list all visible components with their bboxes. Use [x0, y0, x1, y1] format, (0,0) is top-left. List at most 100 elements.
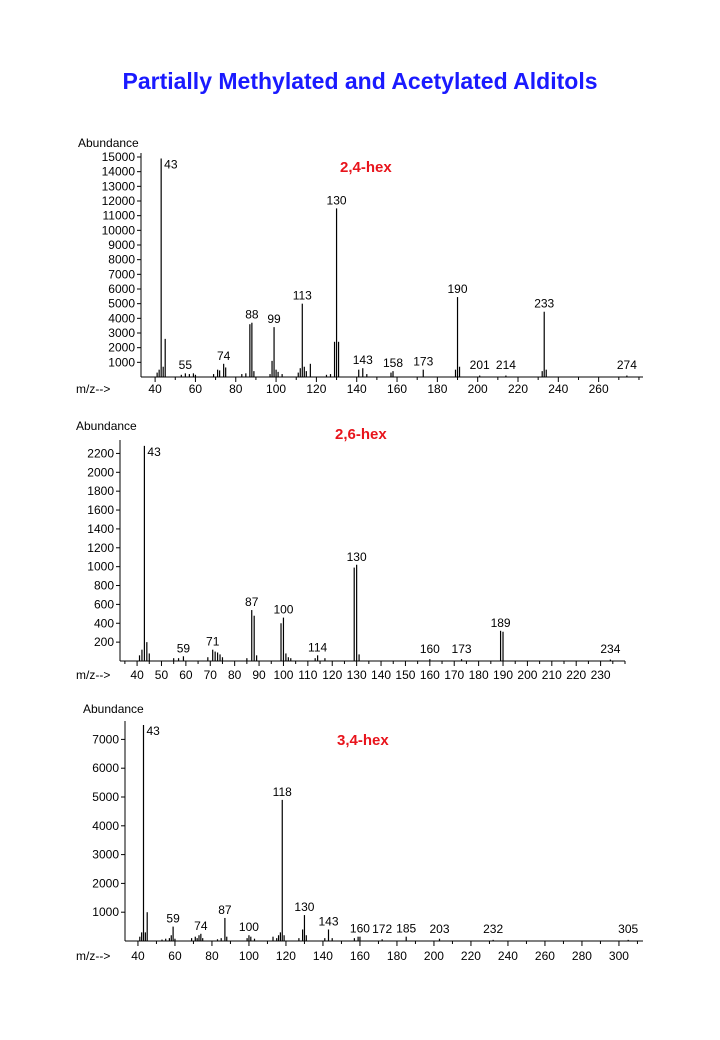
peak-label: 143: [318, 914, 338, 928]
y-tick-label: 12000: [102, 194, 136, 208]
peak-label: 185: [396, 922, 416, 936]
x-tick-label: 200: [517, 668, 537, 682]
y-tick-label: 1000: [87, 560, 114, 574]
peak-label: 59: [166, 912, 180, 926]
peak-label: 114: [308, 640, 327, 654]
spectrum-chart-2-6-hex: Abundance 2,6-hex 200 400 600 800 1000 1200 1400…: [76, 419, 626, 682]
chart-label: 3,4-hex: [337, 732, 389, 749]
peak-label: 173: [413, 355, 433, 369]
peak-label: 214: [496, 358, 516, 372]
peak-label: 71: [206, 635, 220, 649]
peak-label: 88: [245, 308, 259, 322]
y-tick-label: 15000: [102, 150, 136, 164]
peak-label: 74: [194, 919, 208, 933]
x-tick-label: 260: [535, 949, 555, 963]
x-tick-label: 130: [347, 668, 367, 682]
chart-label: 2,4-hex: [340, 159, 392, 176]
y-tick-label: 3000: [92, 848, 119, 862]
x-tick-label: 220: [508, 382, 528, 396]
x-tick-label: 140: [313, 949, 333, 963]
y-axis-label: Abundance: [83, 702, 144, 716]
y-tick-label: 3000: [108, 326, 135, 340]
x-tick-label: 280: [572, 949, 592, 963]
y-tick-label: 5000: [108, 297, 135, 311]
x-tick-label: 190: [493, 668, 513, 682]
y-tick-label: 1400: [87, 522, 114, 536]
peak-label: 233: [534, 297, 554, 311]
x-tick-label: 120: [276, 949, 296, 963]
peak-label: 143: [353, 353, 373, 367]
x-tick-label: 60: [189, 382, 203, 396]
x-tick-label: 140: [347, 382, 367, 396]
peak-label: 59: [177, 641, 191, 655]
y-axis-label: Abundance: [78, 136, 139, 150]
peak-label: 190: [448, 282, 468, 296]
x-tick-label: 300: [609, 949, 629, 963]
peak-label: 118: [273, 785, 292, 799]
y-tick-label: 800: [94, 579, 114, 593]
x-tick-label: 180: [387, 949, 407, 963]
x-tick-label: 100: [273, 668, 293, 682]
y-axis-label: Abundance: [76, 419, 137, 433]
peak-label: 234: [600, 642, 620, 656]
x-tick-label: 40: [148, 382, 162, 396]
x-tick-label: 220: [566, 668, 586, 682]
y-tick-label: 10000: [102, 223, 136, 237]
peak-label: 203: [429, 922, 449, 936]
x-tick-label: 140: [371, 668, 391, 682]
peak-label: 158: [383, 356, 403, 370]
x-tick-label: 210: [542, 668, 562, 682]
y-tick-label: 4000: [108, 311, 135, 325]
y-tick-label: 400: [94, 616, 114, 630]
peak-label: 74: [217, 349, 231, 363]
y-tick-label: 5000: [92, 790, 119, 804]
peak-label: 232: [483, 922, 503, 936]
x-tick-label: 80: [205, 949, 219, 963]
x-tick-label: 240: [498, 949, 518, 963]
x-tick-label: 70: [204, 668, 218, 682]
x-tick-label: 260: [589, 382, 609, 396]
y-tick-label: 1200: [87, 541, 114, 555]
x-tick-label: 180: [427, 382, 447, 396]
y-tick-label: 200: [94, 635, 114, 649]
peak-label: 100: [239, 920, 259, 934]
x-tick-label: 40: [131, 949, 145, 963]
peak-label: 99: [267, 312, 281, 326]
peak-label: 43: [164, 157, 178, 171]
chart-label: 2,6-hex: [335, 426, 387, 443]
x-tick-label: 60: [168, 949, 182, 963]
x-tick-label: 200: [424, 949, 444, 963]
peak-label: 113: [293, 289, 312, 303]
y-tick-label: 1000: [108, 355, 135, 369]
x-tick-label: 220: [461, 949, 481, 963]
y-tick-label: 2000: [92, 876, 119, 890]
spectrum-chart-3-4-hex: Abundance 3,4-hex 1000 2000 3000 4000 5000 6000…: [76, 702, 643, 963]
x-tick-label: 160: [387, 382, 407, 396]
peak-label: 100: [273, 603, 293, 617]
peak-label: 87: [218, 903, 232, 917]
peak-label: 130: [327, 193, 347, 207]
y-tick-label: 8000: [108, 253, 135, 267]
x-tick-label: 120: [306, 382, 326, 396]
x-tick-label: 100: [239, 949, 259, 963]
page-title: Partially Methylated and Acetylated Aldi…: [122, 68, 598, 94]
x-tick-label: 60: [179, 668, 193, 682]
y-tick-label: 13000: [102, 179, 136, 193]
y-tick-label: 6000: [92, 761, 119, 775]
peak-label: 130: [347, 550, 367, 564]
x-tick-label: 200: [468, 382, 488, 396]
y-tick-label: 1600: [87, 503, 114, 517]
x-tick-label: 100: [266, 382, 286, 396]
peak-label: 201: [470, 358, 490, 372]
y-tick-label: 7000: [108, 267, 135, 281]
y-tick-label: 7000: [92, 732, 119, 746]
x-axis-label: m/z-->: [76, 668, 110, 682]
peak-label: 189: [491, 616, 511, 630]
peak-label: 274: [617, 358, 637, 372]
y-tick-label: 9000: [108, 238, 135, 252]
x-tick-label: 170: [444, 668, 464, 682]
y-tick-label: 2200: [87, 446, 114, 460]
x-tick-label: 40: [130, 668, 144, 682]
y-tick-label: 1800: [87, 484, 114, 498]
peak-label: 43: [147, 724, 161, 738]
